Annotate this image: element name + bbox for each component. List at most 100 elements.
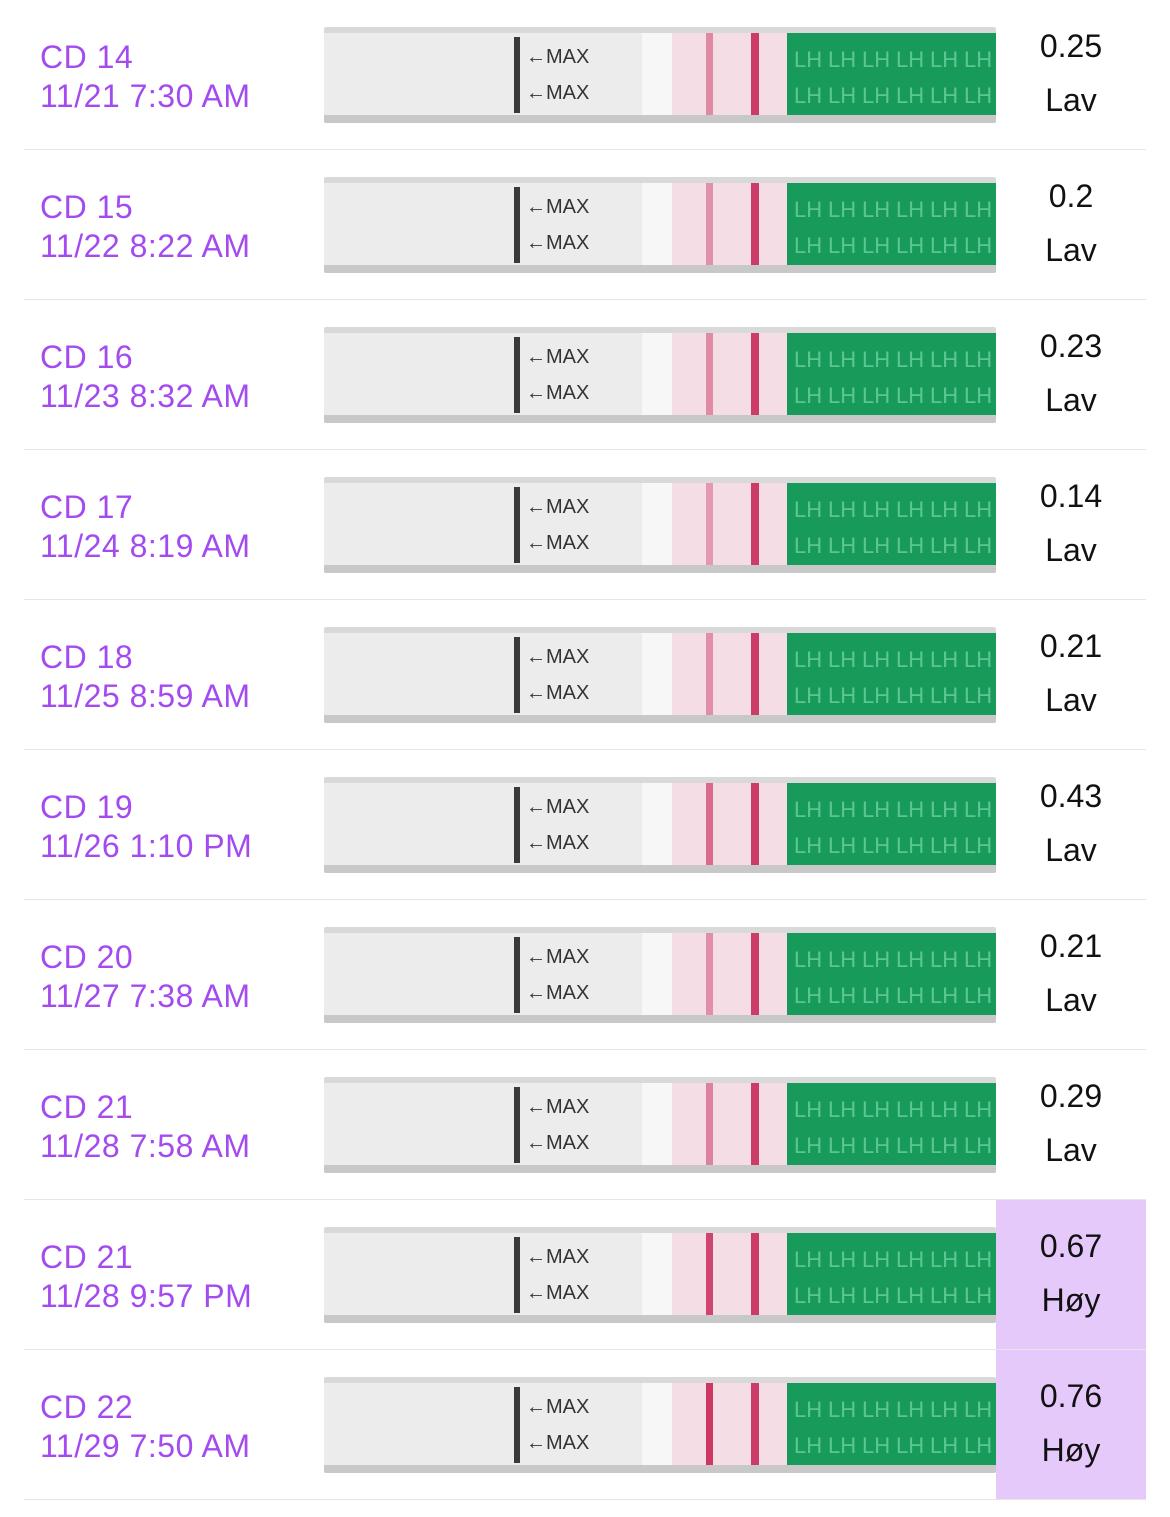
strip-handle	[787, 633, 996, 715]
test-label: CD 16 11/23 8:32 AM	[40, 338, 251, 416]
lh-print: LH	[862, 947, 890, 972]
lh-print: LH	[964, 83, 992, 108]
lh-print: LH	[964, 347, 992, 372]
lh-print: LH	[862, 983, 890, 1008]
strip-shadow	[324, 415, 996, 423]
test-row[interactable]: CD 16 11/23 8:32 AM ←MAX ←MAX LH LH LH LH LH LH…	[24, 300, 1146, 450]
lh-print: LH	[828, 383, 856, 408]
lh-print: LH	[930, 1397, 958, 1422]
lh-print: LH	[828, 347, 856, 372]
lh-print: LH	[930, 83, 958, 108]
lh-print: LH	[964, 647, 992, 672]
test-row[interactable]: CD 22 11/29 7:50 AM ←MAX ←MAX LH LH LH LH LH LH…	[24, 1350, 1146, 1500]
control-line	[751, 633, 759, 715]
test-row[interactable]: CD 21 11/28 9:57 PM ←MAX ←MAX LH LH LH LH LH LH…	[24, 1200, 1146, 1350]
lh-print: LH	[828, 797, 856, 822]
result-ratio: 0.29	[1039, 1077, 1103, 1114]
test-row[interactable]: CD 17 11/24 8:19 AM ←MAX ←MAX LH LH LH LH LH LH…	[24, 450, 1146, 600]
lh-print: LH	[862, 533, 890, 558]
cycle-day: CD 20	[40, 939, 134, 975]
max-marker-bar	[514, 787, 520, 863]
lh-print: LH	[964, 233, 992, 258]
result-window	[672, 933, 787, 1015]
test-strip-image: ←MAX ←MAX LH LH LH LH LH LH LH LH LH LH LH LH	[324, 627, 996, 723]
test-datetime: 11/23 8:32 AM	[40, 378, 251, 414]
lh-print: LH	[828, 197, 856, 222]
test-row[interactable]: CD 21 11/28 7:58 AM ←MAX ←MAX LH LH LH LH LH LH…	[24, 1050, 1146, 1200]
cycle-day: CD 14	[40, 39, 134, 75]
test-strip-image: ←MAX ←MAX LH LH LH LH LH LH LH LH LH LH LH LH	[324, 327, 996, 423]
test-result: 0.23 Lav	[996, 300, 1146, 449]
strip-gap	[642, 483, 672, 565]
lh-print: LH	[930, 197, 958, 222]
result-window	[672, 33, 787, 115]
strip-handle	[787, 1383, 996, 1465]
max-marker-bar	[514, 1087, 520, 1163]
max-label: ←MAX	[526, 532, 589, 554]
lh-print: LH	[862, 1433, 890, 1458]
lh-print: LH	[964, 797, 992, 822]
lh-print: LH	[896, 1097, 924, 1122]
lh-print: LH	[828, 1283, 856, 1308]
strip-handle	[787, 933, 996, 1015]
lh-print: LH	[862, 797, 890, 822]
lh-print: LH	[862, 1133, 890, 1158]
test-datetime: 11/29 7:50 AM	[40, 1428, 251, 1464]
result-level: Høy	[1041, 1431, 1101, 1468]
lh-print: LH	[896, 233, 924, 258]
test-label: CD 17 11/24 8:19 AM	[40, 488, 251, 566]
lh-print: LH	[964, 683, 992, 708]
lh-print: LH	[862, 347, 890, 372]
test-result: 0.67 Høy	[996, 1200, 1146, 1349]
lh-print: LH	[794, 233, 822, 258]
test-row[interactable]: CD 20 11/27 7:38 AM ←MAX ←MAX LH LH LH LH LH LH…	[24, 900, 1146, 1050]
lh-print: LH	[794, 1133, 822, 1158]
test-label: CD 21 11/28 9:57 PM	[40, 1238, 252, 1316]
strip-handle	[787, 1233, 996, 1315]
test-row[interactable]: CD 19 11/26 1:10 PM ←MAX ←MAX LH LH LH LH LH LH…	[24, 750, 1146, 900]
test-strip-image: ←MAX ←MAX LH LH LH LH LH LH LH LH LH LH LH LH	[324, 927, 996, 1023]
strip-shadow	[324, 1465, 996, 1473]
lh-print: LH	[930, 1283, 958, 1308]
lh-print: LH	[896, 1283, 924, 1308]
strip-shadow	[324, 265, 996, 273]
result-ratio: 0.21	[1039, 627, 1103, 664]
control-line	[751, 1383, 759, 1465]
lh-print: LH	[794, 1247, 822, 1272]
lh-print: LH	[828, 1097, 856, 1122]
lh-print: LH	[930, 47, 958, 72]
strip-shadow	[324, 1015, 996, 1023]
result-window	[672, 1083, 787, 1165]
test-datetime: 11/26 1:10 PM	[40, 828, 253, 864]
test-row[interactable]: CD 18 11/25 8:59 AM ←MAX ←MAX LH LH LH LH LH LH…	[24, 600, 1146, 750]
test-line	[706, 783, 713, 865]
lh-print: LH	[862, 683, 890, 708]
result-ratio: 0.2	[1048, 177, 1094, 214]
lh-print: LH	[828, 833, 856, 858]
result-ratio: 0.76	[1039, 1377, 1103, 1414]
test-row[interactable]: CD 15 11/22 8:22 AM ←MAX ←MAX LH LH LH LH LH LH…	[24, 150, 1146, 300]
result-level: Høy	[1041, 1281, 1101, 1318]
test-row[interactable]: CD 14 11/21 7:30 AM ←MAX ←MAX LH LH LH LH LH LH…	[24, 0, 1146, 150]
result-window	[672, 1383, 787, 1465]
result-ratio: 0.67	[1039, 1227, 1103, 1264]
lh-print: LH	[794, 497, 822, 522]
test-line	[706, 33, 713, 115]
max-label: ←MAX	[526, 982, 589, 1004]
lh-print: LH	[930, 647, 958, 672]
lh-print: LH	[828, 233, 856, 258]
strip-handle	[787, 33, 996, 115]
test-strip-image: ←MAX ←MAX LH LH LH LH LH LH LH LH LH LH LH LH	[324, 27, 996, 123]
strip-handle	[787, 483, 996, 565]
lh-print: LH	[896, 347, 924, 372]
lh-print: LH	[896, 683, 924, 708]
lh-print: LH	[896, 1247, 924, 1272]
lh-print: LH	[964, 1397, 992, 1422]
test-result: 0.14 Lav	[996, 450, 1146, 599]
test-line	[706, 1233, 713, 1315]
cycle-day: CD 19	[40, 789, 134, 825]
result-ratio: 0.43	[1039, 777, 1103, 814]
strip-shadow	[324, 1315, 996, 1323]
